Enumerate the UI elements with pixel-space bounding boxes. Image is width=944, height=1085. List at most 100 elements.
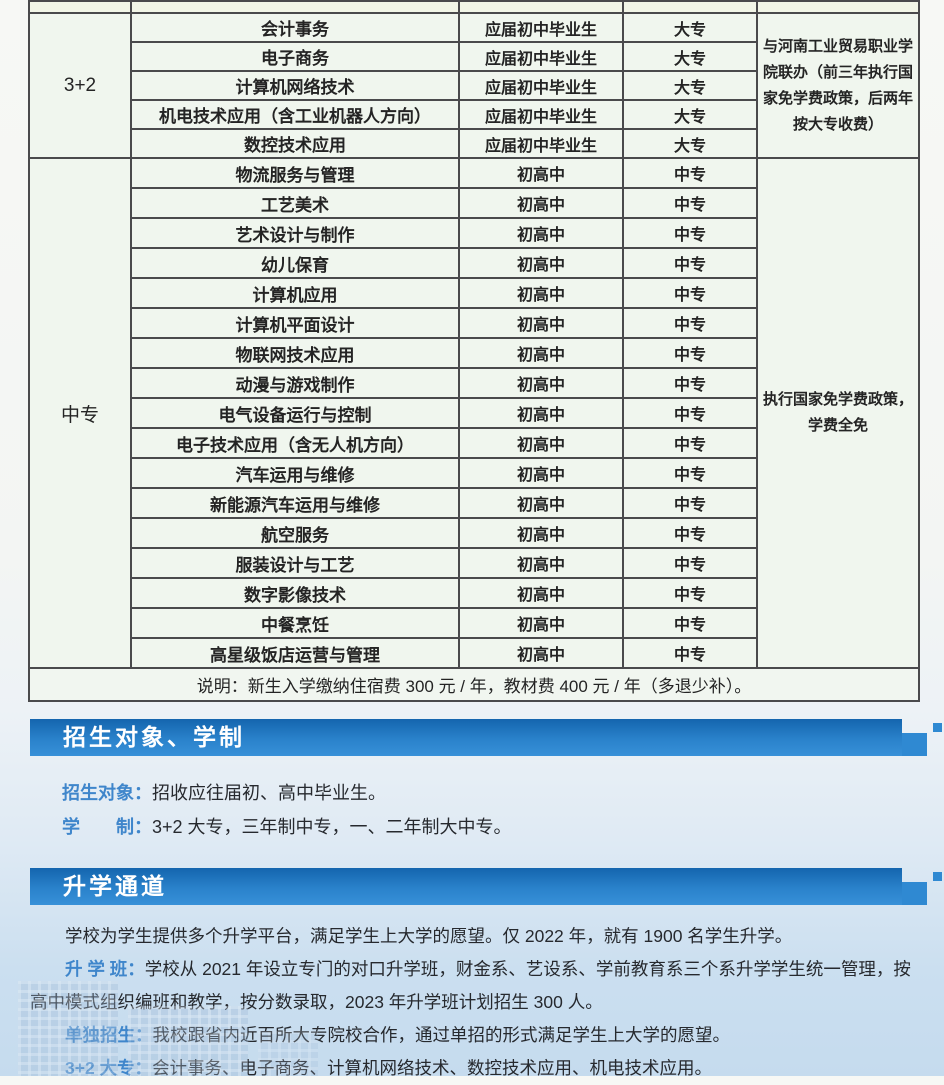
note-cell [756, 0, 920, 14]
category-cell: 中专 [28, 157, 132, 669]
table-row: 高星级饭店运营与管理 初高中 中专 [29, 637, 919, 669]
paragraph-label: 学 制： [62, 817, 152, 837]
table-row: 数控技术应用 应届初中毕业生 大专 [29, 128, 919, 159]
degree-cell: 中专 [622, 157, 758, 189]
program-cell: 电子商务 [130, 41, 460, 72]
applicant-cell: 初高中 [458, 427, 624, 459]
table-row: 动漫与游戏制作 初高中 中专 [29, 367, 919, 399]
degree-cell: 大专 [622, 99, 758, 130]
degree-cell: 中专 [622, 277, 758, 309]
degree-cell: 中专 [622, 217, 758, 249]
table-row: 新能源汽车运用与维修 初高中 中专 [29, 487, 919, 519]
applicant-cell: 初高中 [458, 217, 624, 249]
background-building [258, 1031, 318, 1076]
degree-cell: 中专 [622, 547, 758, 579]
table-row: 服装设计与工艺 初高中 中专 [29, 547, 919, 579]
applicant-cell: 初高中 [458, 337, 624, 369]
paragraph-text: 学校为学生提供多个升学平台，满足学生上大学的愿望。仅 2022 年，就有 190… [65, 926, 793, 946]
table-row: 计算机网络技术 应届初中毕业生 大专 [29, 70, 919, 101]
table-row: 物联网技术应用 初高中 中专 [29, 337, 919, 369]
degree-cell: 中专 [622, 337, 758, 369]
applicant-cell: 初高中 [458, 547, 624, 579]
paragraph: 招生对象：招收应往届初、高中毕业生。 [62, 776, 902, 810]
table-row: 幼儿保育 初高中 中专 [29, 247, 919, 279]
degree-cell: 中专 [622, 187, 758, 219]
applicant-cell [458, 0, 624, 14]
degree-cell: 中专 [622, 577, 758, 609]
category-cell [28, 0, 132, 14]
program-cell: 汽车运用与维修 [130, 457, 460, 489]
degree-cell: 中专 [622, 427, 758, 459]
table-row-partial [28, 0, 920, 14]
note-cell: 执行国家免学费政策，学费全免 [756, 157, 920, 669]
applicant-cell: 初高中 [458, 157, 624, 189]
enrollment-info-block: 招生对象：招收应往届初、高中毕业生。学 制：3+2 大专，三年制中专，一、二年制… [62, 776, 902, 844]
applicant-cell: 初高中 [458, 637, 624, 669]
applicant-cell: 初高中 [458, 277, 624, 309]
note-cell: 与河南工业贸易职业学院联办（前三年执行国家免学费政策，后两年按大专收费） [756, 12, 920, 159]
applicant-cell: 应届初中毕业生 [458, 99, 624, 130]
paragraph-label: 招生对象： [62, 783, 152, 803]
degree-cell: 大专 [622, 70, 758, 101]
paragraph: 单独招生：我校跟省内近百所大专院校合作，通过单招的形式满足学生上大学的愿望。 [30, 1019, 918, 1052]
footer-note-cell: 说明：新生入学缴纳住宿费 300 元 / 年，教材费 400 元 / 年（多退少… [28, 667, 920, 702]
program-cell: 物流服务与管理 [130, 157, 460, 189]
section-header-enrollment: 招生对象、学制 [30, 719, 942, 756]
program-cell: 机电技术应用（含工业机器人方向） [130, 99, 460, 130]
degree-cell: 大专 [622, 12, 758, 43]
table-row: 计算机平面设计 初高中 中专 [29, 307, 919, 339]
program-cell: 数控技术应用 [130, 128, 460, 159]
table-row: 中专 物流服务与管理 初高中 中专 执行国家免学费政策，学费全免 [28, 157, 920, 669]
program-cell: 计算机网络技术 [130, 70, 460, 101]
paragraph-text: 招收应往届初、高中毕业生。 [152, 783, 386, 803]
programs-table: 3+2 会计事务 应届初中毕业生 大专 与河南工业贸易职业学院联办（前三年执行国家免学费… [28, 0, 920, 702]
table-row: 电子商务 应届初中毕业生 大专 [29, 41, 919, 72]
applicant-cell: 初高中 [458, 607, 624, 639]
program-cell: 数字影像技术 [130, 577, 460, 609]
program-cell: 电气设备运行与控制 [130, 397, 460, 429]
band-dot-decor [933, 872, 942, 881]
paragraph-label: 单独招生： [65, 1025, 153, 1045]
pathways-info-block: 学校为学生提供多个升学平台，满足学生上大学的愿望。仅 2022 年，就有 190… [30, 920, 918, 1085]
program-cell: 工艺美术 [130, 187, 460, 219]
degree-cell [622, 0, 758, 14]
table-row: 航空服务 初高中 中专 [29, 517, 919, 549]
program-cell: 新能源汽车运用与维修 [130, 487, 460, 519]
degree-cell: 中专 [622, 307, 758, 339]
paragraph-label: 3+2 大专： [65, 1058, 153, 1078]
paragraph-text: 我校跟省内近百所大专院校合作，通过单招的形式满足学生上大学的愿望。 [152, 1025, 731, 1045]
paragraph-text: 学校从 2021 年设立专门的对口升学班，财金系、艺设系、学前教育系三个系升学学… [30, 959, 911, 1012]
program-cell: 服装设计与工艺 [130, 547, 460, 579]
program-cell: 电子技术应用（含无人机方向） [130, 427, 460, 459]
section-title: 升学通道 [63, 873, 167, 899]
degree-cell: 中专 [622, 247, 758, 279]
table-row: 数字影像技术 初高中 中专 [29, 577, 919, 609]
program-cell: 艺术设计与制作 [130, 217, 460, 249]
paragraph-text: 会计事务、电子商务、计算机网络技术、数控技术应用、机电技术应用。 [152, 1058, 713, 1078]
applicant-cell: 初高中 [458, 457, 624, 489]
band-step-decor [902, 882, 927, 905]
background-building [18, 981, 118, 1076]
band-step-decor [902, 733, 927, 756]
applicant-cell: 初高中 [458, 487, 624, 519]
degree-cell: 中专 [622, 397, 758, 429]
program-cell: 会计事务 [130, 12, 460, 43]
table-row: 中餐烹饪 初高中 中专 [29, 607, 919, 639]
degree-cell: 中专 [622, 457, 758, 489]
applicant-cell: 初高中 [458, 517, 624, 549]
applicant-cell: 初高中 [458, 307, 624, 339]
table-footer-row: 说明：新生入学缴纳住宿费 300 元 / 年，教材费 400 元 / 年（多退少… [28, 667, 920, 702]
program-cell [130, 0, 460, 14]
table-row: 电子技术应用（含无人机方向） 初高中 中专 [29, 427, 919, 459]
paragraph: 学校为学生提供多个升学平台，满足学生上大学的愿望。仅 2022 年，就有 190… [30, 920, 918, 953]
paragraph: 学 制：3+2 大专，三年制中专，一、二年制大中专。 [62, 810, 902, 844]
table-row: 计算机应用 初高中 中专 [29, 277, 919, 309]
program-cell: 中餐烹饪 [130, 607, 460, 639]
program-cell: 物联网技术应用 [130, 337, 460, 369]
applicant-cell: 初高中 [458, 397, 624, 429]
paragraph: 3+2 大专：会计事务、电子商务、计算机网络技术、数控技术应用、机电技术应用。 [30, 1052, 918, 1085]
degree-cell: 中专 [622, 487, 758, 519]
applicant-cell: 初高中 [458, 577, 624, 609]
band-dot-decor [933, 723, 942, 732]
program-cell: 计算机应用 [130, 277, 460, 309]
